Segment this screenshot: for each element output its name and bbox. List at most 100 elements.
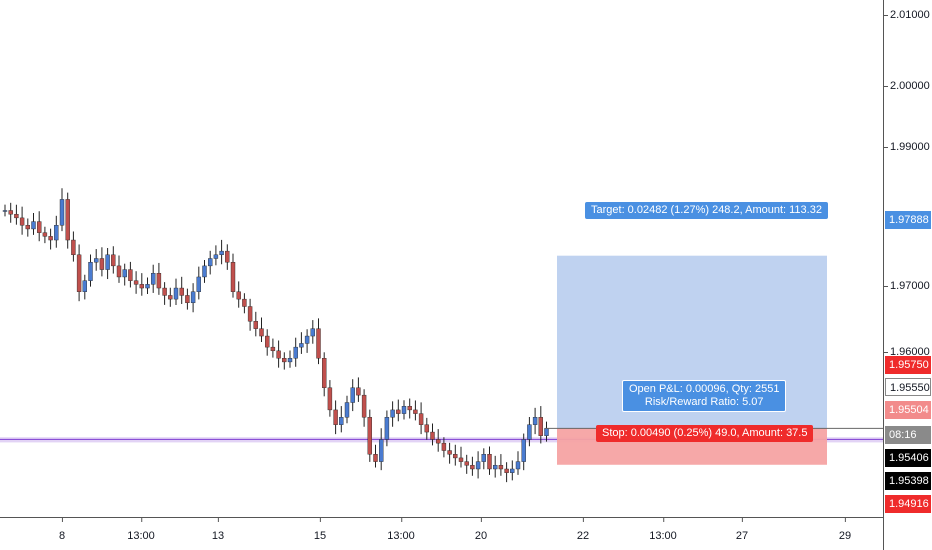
candle-body bbox=[527, 424, 532, 440]
time-tick: 13:00 bbox=[649, 518, 677, 542]
candle-body bbox=[76, 254, 82, 292]
candle-body bbox=[384, 417, 390, 440]
price-axis[interactable]: 2.01000 2.00000 1.99000 1.97000 1.96000 … bbox=[883, 0, 932, 550]
candle-body bbox=[510, 468, 515, 473]
candle-body bbox=[133, 280, 139, 285]
candle-body bbox=[521, 439, 526, 462]
bid-price-label: 1.95398 bbox=[885, 472, 931, 490]
candle-body bbox=[25, 225, 30, 230]
candle-body bbox=[128, 269, 133, 281]
candle-body bbox=[111, 254, 116, 267]
candle-body bbox=[282, 358, 287, 363]
candle-body bbox=[310, 328, 315, 337]
candle-body bbox=[99, 258, 105, 270]
candle-body bbox=[333, 409, 338, 425]
candle-body bbox=[532, 417, 538, 425]
time-tick: 13 bbox=[211, 518, 225, 542]
time-tick: 8 bbox=[58, 518, 66, 542]
candle-body bbox=[487, 454, 492, 470]
price-tick: 2.01000 bbox=[884, 9, 930, 21]
candle-body bbox=[122, 269, 127, 278]
last-price-label: 1.95406 bbox=[885, 449, 931, 467]
countdown-label: 08:16 bbox=[885, 426, 931, 444]
candle-body bbox=[401, 406, 407, 414]
candle-body bbox=[350, 387, 355, 403]
stop-label: Stop: 0.00490 (0.25%) 49.0, Amount: 37.5 bbox=[596, 425, 814, 442]
candle-body bbox=[356, 387, 361, 396]
candle-body bbox=[436, 439, 441, 444]
candle-body bbox=[464, 461, 469, 466]
candle-body bbox=[407, 406, 412, 411]
price-tick: 1.96000 bbox=[884, 346, 930, 358]
candle-body bbox=[316, 328, 321, 359]
candle-body bbox=[19, 217, 25, 226]
candle-body bbox=[145, 284, 150, 289]
candle-body bbox=[105, 254, 110, 270]
candle-body bbox=[515, 461, 521, 470]
chart-area[interactable]: Target: 0.02482 (1.27%) 248.2, Amount: 1… bbox=[0, 0, 883, 517]
high-price-label: 1.95750 bbox=[885, 356, 931, 374]
candle-body bbox=[481, 454, 486, 462]
time-tick: 20 bbox=[474, 518, 488, 542]
candle-body bbox=[207, 258, 213, 267]
candle-body bbox=[253, 321, 259, 329]
candle-body bbox=[185, 295, 190, 304]
candle-body bbox=[48, 236, 53, 241]
candle-body bbox=[270, 346, 276, 352]
candle-body bbox=[287, 358, 293, 363]
candle-body bbox=[247, 306, 253, 322]
candle-body bbox=[544, 428, 549, 436]
candle-body bbox=[413, 409, 418, 414]
candle-body bbox=[418, 413, 424, 425]
candle-body bbox=[441, 442, 447, 451]
time-tick: 13:00 bbox=[387, 518, 415, 542]
risk-reward-text: Risk/Reward Ratio: 5.07 bbox=[644, 396, 764, 408]
candle-body bbox=[116, 265, 122, 278]
candle-body bbox=[88, 261, 93, 281]
price-tick: 1.97000 bbox=[884, 280, 930, 292]
candle-body bbox=[322, 358, 327, 388]
candle-body bbox=[139, 284, 145, 289]
candle-body bbox=[54, 225, 59, 241]
candle-body bbox=[173, 287, 179, 300]
candle-body bbox=[379, 439, 384, 462]
candle-body bbox=[93, 258, 99, 263]
candle-body bbox=[179, 287, 184, 296]
candle-body bbox=[265, 335, 270, 348]
candle-body bbox=[37, 221, 42, 233]
candle-body bbox=[367, 417, 372, 455]
low-price-label: 1.94916 bbox=[885, 495, 931, 513]
candle-body bbox=[447, 450, 452, 455]
candle-body bbox=[225, 250, 230, 263]
open-pnl-text: Open P&L: 0.00096, Qty: 2551 bbox=[629, 383, 780, 395]
candle-body bbox=[162, 287, 167, 296]
candle-body bbox=[327, 387, 333, 411]
target-label: Target: 0.02482 (1.27%) 248.2, Amount: 1… bbox=[585, 202, 828, 219]
candle-body bbox=[42, 232, 48, 237]
candle-body bbox=[344, 402, 350, 418]
candle-body bbox=[213, 254, 219, 259]
candle-body bbox=[190, 291, 196, 304]
candle-body bbox=[493, 465, 498, 470]
time-tick: 29 bbox=[838, 518, 852, 542]
candle-body bbox=[168, 295, 173, 300]
time-tick: 22 bbox=[576, 518, 590, 542]
time-axis[interactable]: 8 13:00 13 15 13:00 20 22 13:00 27 29 bbox=[0, 517, 883, 550]
candle-body bbox=[396, 409, 401, 414]
entry-price-label: 1.95550 bbox=[885, 378, 931, 396]
time-tick: 27 bbox=[735, 518, 749, 542]
candle-body bbox=[82, 280, 88, 292]
candle-body bbox=[31, 221, 36, 230]
candle-body bbox=[2, 210, 8, 212]
target-price-label: 1.97888 bbox=[885, 211, 931, 229]
open-pnl-label: Open P&L: 0.00096, Qty: 2551 Risk/Reward… bbox=[622, 380, 787, 412]
time-tick: 13:00 bbox=[127, 518, 155, 542]
candle-body bbox=[458, 457, 464, 462]
candle-body bbox=[202, 265, 207, 278]
candle-body bbox=[259, 328, 264, 337]
candle-body bbox=[304, 335, 310, 344]
candle-body bbox=[504, 468, 509, 473]
candle-body bbox=[156, 273, 162, 289]
candle-body bbox=[475, 461, 481, 470]
candle-body bbox=[71, 239, 76, 256]
